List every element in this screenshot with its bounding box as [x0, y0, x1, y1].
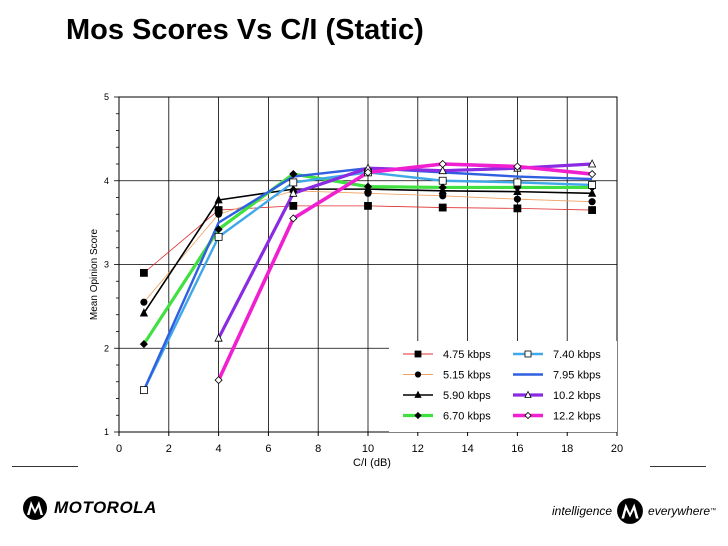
series-markers — [139, 159, 597, 395]
marker-diamond-open — [513, 162, 522, 171]
x-tick-label: 12 — [412, 443, 424, 455]
marker-square-open — [438, 176, 447, 185]
legend-label-4: 7.40 kbps — [553, 349, 601, 361]
marker-circle — [588, 198, 596, 206]
series-line-7 — [216, 162, 593, 381]
marker-diamond-open — [588, 169, 597, 179]
marker-square-open — [524, 350, 532, 358]
marker-square — [364, 201, 372, 210]
footer-rule-left — [12, 466, 78, 467]
x-tick-label: 0 — [116, 443, 122, 455]
company-name: MOTOROLA — [54, 498, 157, 517]
page-title: Mos Scores Vs C/I (Static) — [66, 14, 424, 46]
marker-square — [139, 268, 148, 277]
marker-triangle-open — [524, 390, 532, 398]
marker-triangle — [214, 195, 223, 204]
marker-square — [414, 350, 422, 358]
marker-diamond — [289, 169, 298, 179]
marker-triangle-open — [587, 159, 597, 168]
y-axis-label: Mean Opinion Score — [89, 228, 100, 320]
marker-circle — [215, 210, 223, 218]
marker-triangle — [587, 188, 597, 197]
legend-label-0: 4.75 kbps — [443, 349, 491, 361]
marker-diamond — [438, 183, 447, 192]
marker-circle — [140, 298, 148, 306]
tagline-left: intelligence — [552, 504, 613, 518]
marker-square — [289, 201, 298, 210]
marker-diamond-open — [289, 214, 298, 223]
marker-square-open — [588, 181, 596, 189]
legend-label-3: 6.70 kbps — [443, 411, 491, 423]
y-tick-label: 2 — [104, 343, 109, 353]
marker-circle — [513, 195, 521, 203]
marker-square — [513, 204, 522, 213]
x-tick-label: 18 — [561, 443, 573, 455]
x-tick-label: 4 — [216, 443, 222, 455]
marker-diamond — [363, 182, 373, 191]
marker-triangle-open — [214, 333, 223, 342]
x-axis-label: C/I (dB) — [353, 457, 391, 469]
marker-square — [438, 203, 447, 212]
x-tick-label: 10 — [362, 443, 374, 455]
marker-square-open — [214, 232, 223, 241]
y-tick-label: 4 — [104, 176, 109, 186]
marker-square-open — [139, 386, 148, 395]
marker-triangle — [139, 308, 149, 317]
marker-circle — [414, 371, 422, 378]
marker-diamond — [414, 411, 422, 420]
marker-diamond-open — [438, 159, 447, 169]
legend-label-1: 5.15 kbps — [443, 370, 491, 382]
trademark-symbol: ™ — [710, 508, 717, 514]
motorola-batwing-icon — [23, 496, 47, 520]
y-tick-label: 1 — [104, 427, 109, 437]
y-tick-label: 5 — [104, 92, 109, 102]
marker-diamond-open — [363, 168, 373, 177]
x-tick-label: 8 — [315, 443, 321, 455]
x-tick-label: 2 — [166, 443, 172, 455]
legend-label-6: 10.2 kbps — [553, 390, 601, 402]
marker-diamond-open — [524, 411, 532, 420]
footer-rule-right — [650, 466, 706, 467]
y-tick-label: 3 — [104, 260, 109, 270]
marker-diamond — [139, 339, 148, 349]
marker-square — [588, 206, 596, 214]
x-tick-label: 6 — [265, 443, 271, 455]
legend-label-7: 12.2 kbps — [553, 411, 601, 423]
x-tick-label: 20 — [611, 443, 623, 455]
marker-square-open — [289, 178, 298, 187]
motorola-batwing-icon-small — [617, 498, 643, 524]
marker-diamond-open — [214, 376, 223, 385]
marker-triangle — [414, 390, 422, 398]
motorola-logo: MOTOROLA — [22, 495, 157, 521]
marker-diamond — [214, 225, 223, 234]
legend-label-5: 7.95 kbps — [553, 370, 601, 382]
tagline: intelligence everywhere ™ — [552, 497, 716, 525]
x-tick-label: 14 — [461, 443, 473, 455]
marker-triangle-open — [438, 165, 447, 175]
marker-square-open — [513, 178, 522, 187]
marker-triangle-open — [289, 188, 298, 197]
x-tick-label: 16 — [511, 443, 523, 455]
legend-label-2: 5.90 kbps — [443, 390, 491, 402]
legend: 4.75 kbps 5.15 kbps 5.90 kbps 6.70 kbps 7.40… — [389, 341, 617, 432]
tagline-right: everywhere — [648, 504, 711, 518]
